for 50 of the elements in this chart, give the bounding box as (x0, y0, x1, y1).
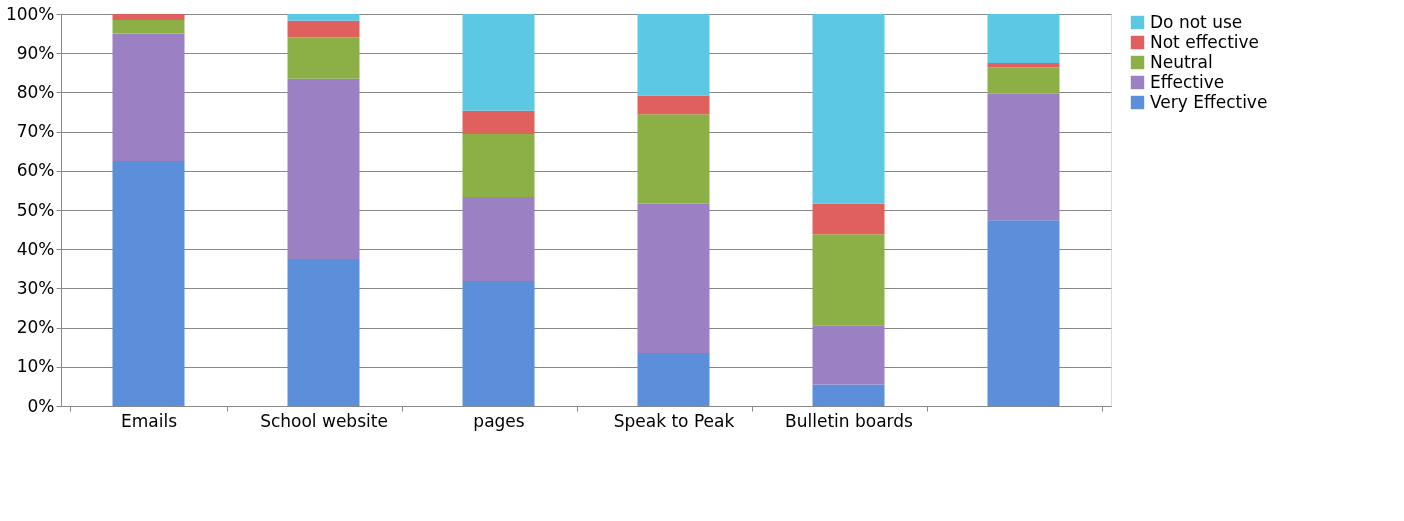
bar (637, 95, 710, 115)
y-tick-label: 10% (16, 356, 55, 377)
y-tick-label: 90% (16, 42, 55, 63)
bar (637, 14, 710, 96)
bar (287, 259, 360, 406)
bar (987, 63, 1060, 68)
bar (112, 33, 185, 161)
bar (287, 14, 360, 21)
y-tick-label: 0% (27, 395, 55, 416)
bar (112, 19, 185, 34)
y-tick-label: 30% (16, 277, 55, 298)
bar (112, 14, 185, 20)
bar (987, 220, 1060, 406)
x-tick-label: Emails (120, 410, 178, 431)
bar (462, 133, 535, 198)
bar (812, 14, 885, 204)
bar (462, 280, 535, 406)
bar (462, 197, 535, 281)
legend-label: Do not use (1150, 11, 1243, 32)
x-tick-label: Speak to Peak (613, 410, 735, 431)
bar (987, 93, 1060, 221)
y-tick-label: 100% (5, 3, 55, 24)
legend-label: Not effective (1150, 31, 1260, 52)
bar (637, 203, 710, 354)
y-tick-label: 60% (16, 160, 55, 181)
bar (987, 14, 1060, 63)
y-tick-label: 70% (16, 121, 55, 142)
x-tick-label: School website (260, 410, 388, 431)
bar (812, 325, 885, 385)
bar (987, 67, 1060, 94)
legend-label: Effective (1150, 71, 1225, 92)
bar (637, 114, 710, 204)
x-tick-label: Bulletin boards (785, 410, 914, 431)
bar (812, 234, 885, 326)
bar (112, 161, 185, 406)
legend-label: Very Effective (1150, 91, 1268, 112)
bar (637, 353, 710, 406)
bar (287, 20, 360, 38)
bar (812, 384, 885, 406)
y-tick-label: 40% (16, 238, 55, 259)
bar (287, 78, 360, 259)
y-tick-label: 80% (16, 81, 55, 102)
bar (462, 14, 535, 111)
bar (812, 203, 885, 235)
legend-label: Neutral (1150, 51, 1213, 72)
bar (462, 110, 535, 134)
y-tick-label: 50% (16, 199, 55, 220)
bar (287, 37, 360, 79)
y-tick-label: 20% (16, 317, 55, 338)
x-tick-label: pages (473, 410, 525, 431)
